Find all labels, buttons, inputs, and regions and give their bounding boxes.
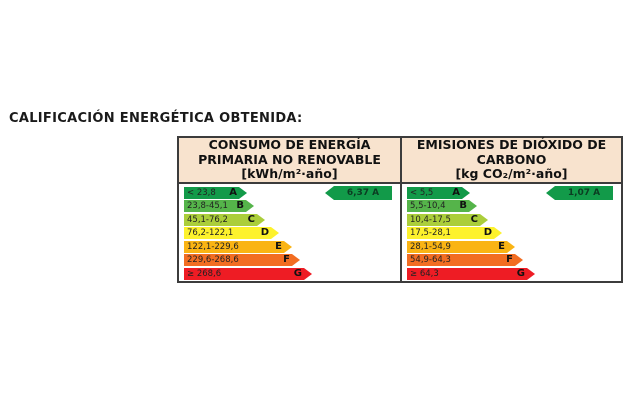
rating-letter: B [236,200,244,211]
arrow-head-icon [527,267,535,280]
rating-letter: G [293,267,302,279]
arrow-head-icon [284,240,292,253]
rating-bar-a: < 5,5 A [407,186,621,199]
arrow-head-icon [292,254,300,266]
rating-range: ≥ 268,6 [187,268,222,279]
unit-label: [kWh/m²·año] [241,166,338,181]
arrow-head-icon [515,254,523,266]
rating-range: 17,5-28,1 [410,228,451,238]
obtained-rating-indicator: 1,07 A [546,185,613,200]
rating-bar-g: ≥ 268,6 G [184,267,400,280]
arrow-head-icon [507,240,515,253]
panel-title-line: CARBONO [476,151,547,167]
rating-bar-e: 28,1-54,9 E [407,240,621,253]
rating-letter: C [470,213,478,225]
arrow-head-icon [257,213,265,226]
obtained-rating-value: 6,37 A [346,187,380,198]
panel-title-line: EMISIONES DE DIÓXIDO DE [416,137,607,152]
arrow-head-icon [271,227,279,239]
rating-range: 28,1-54,9 [410,241,451,252]
rating-range: 54,9-64,3 [410,255,451,265]
panel-primary-energy: CONSUMO DE ENERGÍA PRIMARIA NO RENOVABLE… [179,137,400,281]
rating-bar-d: 76,2-122,1 D [184,227,400,239]
rating-range: 5,5-10,4 [410,201,446,211]
panel-header-primary-energy: CONSUMO DE ENERGÍA PRIMARIA NO RENOVABLE… [179,137,400,184]
rating-bar-a: < 23,8 A [184,186,400,199]
rating-bar-g: ≥ 64,3 G [407,267,621,280]
rating-bar-c: 10,4-17,5 C [407,213,621,226]
obtained-rating-indicator: 6,37 A [325,185,392,200]
indicator-arrow-head-icon [546,185,555,200]
rating-range: < 23,8 [187,187,216,198]
arrow-head-icon [469,200,477,212]
rating-letter: D [260,227,269,238]
panel-title-line: CONSUMO DE ENERGÍA [208,137,371,152]
rating-letter: E [498,240,505,252]
obtained-rating-value: 1,07 A [567,187,601,198]
rating-range: ≥ 64,3 [410,268,439,279]
rating-bar-c: 45,1-76,2 C [184,213,400,226]
rating-bar-b: 5,5-10,4 B [407,200,621,212]
rating-range: 10,4-17,5 [410,214,451,225]
arrow-head-icon [239,186,247,199]
panel-header-co2-emissions: EMISIONES DE DIÓXIDO DE CARBONO [kg CO₂/… [402,137,621,184]
rating-letter: D [483,227,492,238]
rating-range: 23,8-45,1 [187,201,228,211]
rating-bar-b: 23,8-45,1 B [184,200,400,212]
rating-bar-e: 122,1-229,6 E [184,240,400,253]
panel-title-line: PRIMARIA NO RENOVABLE [198,151,381,167]
unit-label: [kg CO₂/m²·año] [455,166,568,181]
page-title: CALIFICACIÓN ENERGÉTICA OBTENIDA: [9,111,303,126]
rating-letter: C [247,213,255,225]
rating-letter: G [516,267,525,279]
rating-letter: E [275,240,282,252]
rating-scale-co2-emissions: < 5,5 A 5,5-10,4 B 10,4-17,5 C [402,183,621,281]
rating-bar-d: 17,5-28,1 D [407,227,621,239]
rating-letter: B [459,200,467,211]
arrow-head-icon [304,267,312,280]
arrow-head-icon [246,200,254,212]
indicator-arrow-head-icon [325,185,334,200]
rating-scale-primary-energy: < 23,8 A 23,8-45,1 B 45,1-76,2 C [179,183,400,281]
arrow-head-icon [462,186,470,199]
rating-letter: F [506,254,513,265]
rating-letter: A [452,186,460,198]
rating-range: 76,2-122,1 [187,228,234,238]
panel-co2-emissions: EMISIONES DE DIÓXIDO DE CARBONO [kg CO₂/… [400,137,621,281]
rating-range: < 5,5 [410,187,434,198]
rating-letter: A [229,186,237,198]
rating-bar-f: 229,6-268,6 F [184,254,400,266]
rating-range: 45,1-76,2 [187,214,228,225]
arrow-head-icon [480,213,488,226]
rating-letter: F [283,254,290,265]
rating-range: 229,6-268,6 [187,255,239,265]
energy-rating-table: CONSUMO DE ENERGÍA PRIMARIA NO RENOVABLE… [177,136,623,283]
rating-range: 122,1-229,6 [187,241,239,252]
rating-bar-f: 54,9-64,3 F [407,254,621,266]
arrow-head-icon [494,227,502,239]
